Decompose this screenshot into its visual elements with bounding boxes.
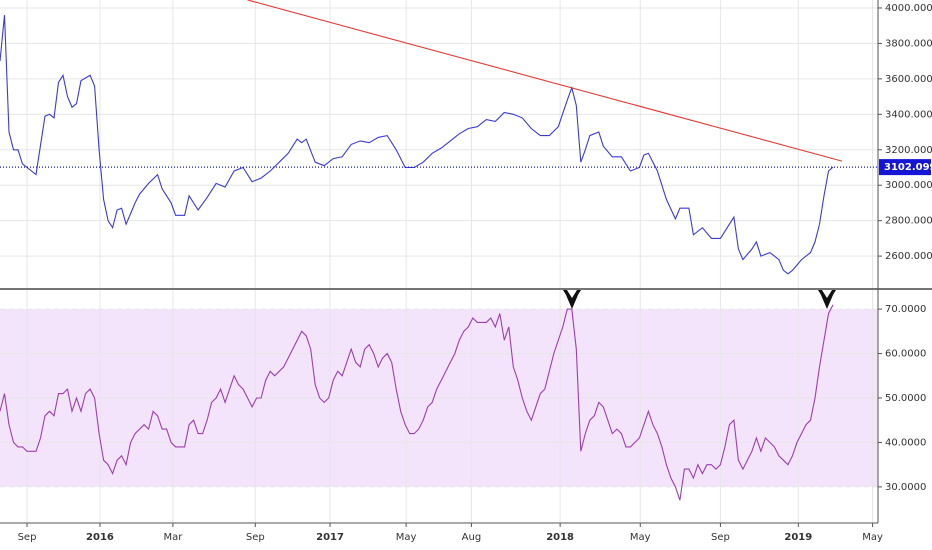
signal-marker xyxy=(563,290,581,309)
x-tick-label: 2018 xyxy=(546,532,574,543)
y-tick-label: 3200.000 xyxy=(885,145,932,156)
y-tick-label: 2800.000 xyxy=(885,216,932,227)
y-tick-label: 50.0000 xyxy=(885,393,926,404)
y-tick-label: 3000.000 xyxy=(885,180,932,191)
x-tick-label: 2016 xyxy=(86,532,114,543)
y-tick-label: 40.0000 xyxy=(885,437,926,448)
series-line xyxy=(0,304,834,501)
series-line xyxy=(247,0,843,162)
series-line xyxy=(0,15,834,275)
signal-marker xyxy=(818,290,836,309)
x-tick-label: Mar xyxy=(163,532,183,543)
x-tick-label: Sep xyxy=(18,532,37,543)
y-tick-label: 4000.000 xyxy=(885,3,932,14)
y-tick-label: 60.0000 xyxy=(885,349,926,360)
y-tick-label: 3800.000 xyxy=(885,38,932,49)
x-tick-label: May xyxy=(630,532,651,543)
x-tick-label: Aug xyxy=(462,532,482,543)
x-tick-label: May xyxy=(862,532,883,543)
x-tick-label: Sep xyxy=(711,532,730,543)
last-value-box xyxy=(879,159,931,176)
y-tick-label: 30.0000 xyxy=(885,482,926,493)
y-tick-label: 3400.000 xyxy=(885,109,932,120)
back-layer xyxy=(0,0,878,522)
x-tick-label: 2017 xyxy=(316,532,344,543)
x-tick-label: May xyxy=(396,532,417,543)
x-tick-label: 2019 xyxy=(784,532,812,543)
y-tick-label: 2600.000 xyxy=(885,251,932,262)
y-tick-label: 70.0000 xyxy=(885,304,926,315)
x-tick-label: Sep xyxy=(246,532,265,543)
last-value-label: 3102.099 xyxy=(884,162,932,173)
y-tick-label: 3600.000 xyxy=(885,74,932,85)
